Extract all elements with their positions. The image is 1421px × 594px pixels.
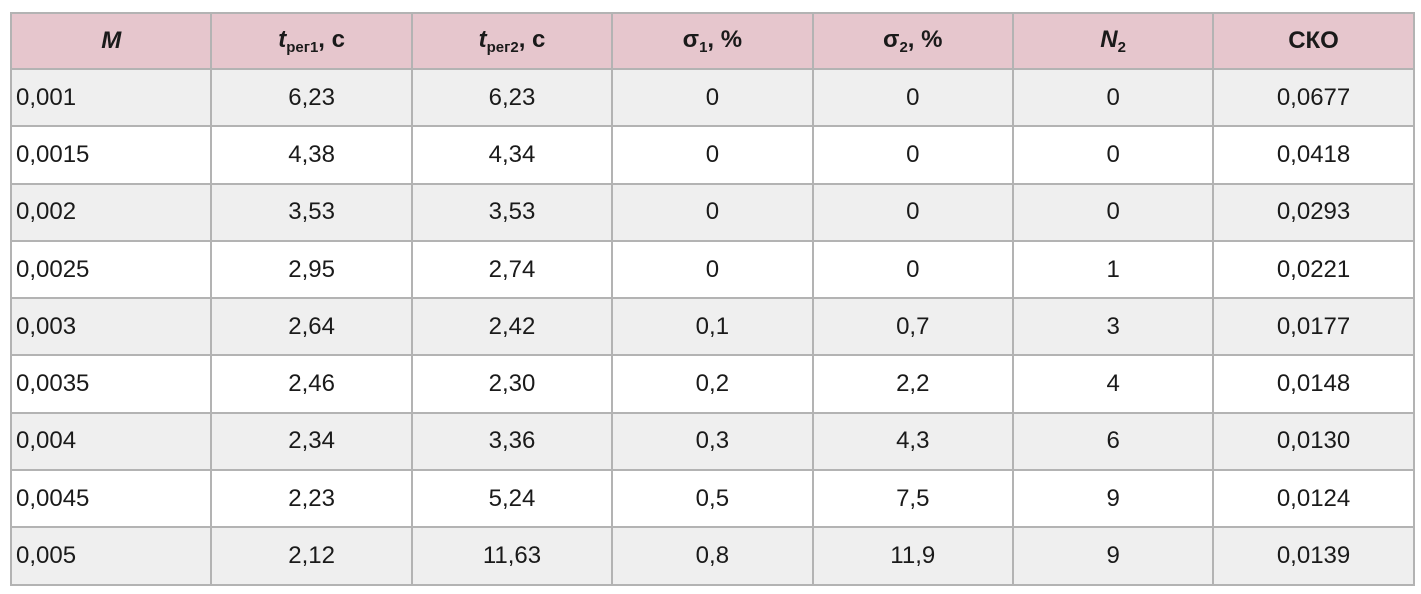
table-cell: 6,23 [210, 67, 413, 128]
table-cell: 0 [611, 125, 814, 185]
table-row: 0,0045 2,23 5,24 0,5 7,5 9 0,0124 [9, 469, 1415, 529]
table-cell: 2,74 [410, 239, 614, 300]
table-cell: 0,0045 [9, 469, 213, 529]
table-cell: 0,0025 [9, 239, 213, 300]
header-symbol: σ [682, 26, 700, 53]
header-subscript: рег2 [486, 39, 519, 56]
table-cell: 9 [1011, 526, 1215, 586]
table-cell: 0,0035 [9, 354, 213, 414]
table-cell: 0 [811, 182, 1014, 242]
header-cell: M [9, 12, 213, 70]
header-symbol: t [478, 26, 487, 53]
table-row: 0,001 6,23 6,23 0 0 0 0,0677 [9, 67, 1415, 128]
table-cell: 3,53 [410, 182, 614, 242]
header-cell: tрег1, с [210, 12, 413, 70]
table-cell: 0 [811, 67, 1014, 128]
table-row: 0,0015 4,38 4,34 0 0 0 0,0418 [9, 125, 1415, 185]
table-cell: 0,002 [9, 182, 213, 242]
table-cell: 0,0293 [1212, 182, 1415, 242]
table-cell: 0,0148 [1212, 354, 1415, 414]
table-cell: 0,004 [9, 411, 213, 472]
table-cell: 0,0418 [1212, 125, 1415, 185]
header-cell: σ1, % [611, 12, 814, 70]
table-row: 0,003 2,64 2,42 0,1 0,7 3 0,0177 [9, 297, 1415, 357]
table-cell: 2,23 [210, 469, 413, 529]
header-unit: , с [318, 26, 345, 53]
table-cell: 11,9 [811, 526, 1014, 586]
table-cell: 0 [1011, 182, 1215, 242]
table-cell: 0,0015 [9, 125, 213, 185]
header-unit: , % [707, 26, 743, 53]
table-cell: 2,95 [210, 239, 413, 300]
header-subscript: 1 [699, 39, 708, 56]
table-cell: 0,5 [611, 469, 814, 529]
table-row: 0,0025 2,95 2,74 0 0 1 0,0221 [9, 239, 1415, 300]
table-cell: 2,2 [811, 354, 1014, 414]
table-body: 0,001 6,23 6,23 0 0 0 0,0677 0,0015 4,38 4,34 0 0 0 0… [9, 67, 1415, 586]
table-cell: 2,42 [410, 297, 614, 357]
table-cell: 0,3 [611, 411, 814, 472]
table-cell: 0,0677 [1212, 67, 1415, 128]
table-row: 0,005 2,12 11,63 0,8 11,9 9 0,0139 [9, 526, 1415, 586]
table-cell: 0 [611, 239, 814, 300]
header-subscript: 2 [899, 39, 908, 56]
table-cell: 0,7 [811, 297, 1014, 357]
table-cell: 3,53 [210, 182, 413, 242]
table-cell: 3,36 [410, 411, 614, 472]
table-cell: 2,12 [210, 526, 413, 586]
table-cell: 7,5 [811, 469, 1014, 529]
header-symbol: N [1100, 26, 1118, 53]
header-cell: СКО [1212, 12, 1415, 70]
header-symbol: СКО [1288, 27, 1339, 54]
table-cell: 4,3 [811, 411, 1014, 472]
table-cell: 6 [1011, 411, 1215, 472]
header-subscript: рег1 [286, 39, 319, 56]
header-cell: σ2, % [811, 12, 1014, 70]
table-cell: 1 [1011, 239, 1215, 300]
table-cell: 0 [811, 125, 1014, 185]
table-cell: 0 [1011, 125, 1215, 185]
header-subscript: 2 [1117, 39, 1126, 56]
table-cell: 0,003 [9, 297, 213, 357]
table-cell: 2,46 [210, 354, 413, 414]
table-cell: 6,23 [410, 67, 614, 128]
table-cell: 0,2 [611, 354, 814, 414]
table-row: 0,0035 2,46 2,30 0,2 2,2 4 0,0148 [9, 354, 1415, 414]
table-cell: 3 [1011, 297, 1215, 357]
header-cell: N2 [1011, 12, 1215, 70]
table-cell: 0,005 [9, 526, 213, 586]
table-row: 0,004 2,34 3,36 0,3 4,3 6 0,0130 [9, 411, 1415, 472]
table-cell: 0 [611, 182, 814, 242]
table-row: 0,002 3,53 3,53 0 0 0 0,0293 [9, 182, 1415, 242]
header-unit: , % [907, 26, 943, 53]
table-cell: 11,63 [410, 526, 614, 586]
header-unit: , с [518, 26, 546, 53]
table-cell: 2,64 [210, 297, 413, 357]
header-symbol: M [101, 27, 122, 54]
table-cell: 0 [811, 239, 1014, 300]
table-cell: 0 [1011, 67, 1215, 128]
table-cell: 0,1 [611, 297, 814, 357]
table-cell: 4,38 [210, 125, 413, 185]
table-cell: 4 [1011, 354, 1215, 414]
table-cell: 4,34 [410, 125, 614, 185]
table-cell: 2,30 [410, 354, 614, 414]
table-cell: 0,8 [611, 526, 814, 586]
table-cell: 2,34 [210, 411, 413, 472]
table-cell: 5,24 [410, 469, 614, 529]
table-cell: 0,0177 [1212, 297, 1415, 357]
table-cell: 0,001 [9, 67, 213, 128]
table-cell: 0 [611, 67, 814, 128]
table-cell: 0,0124 [1212, 469, 1415, 529]
header-symbol: t [278, 26, 287, 53]
table-cell: 9 [1011, 469, 1215, 529]
header-cell: tрег2, с [410, 12, 614, 70]
table-cell: 0,0130 [1212, 411, 1415, 472]
table-cell: 0,0139 [1212, 526, 1415, 586]
table-cell: 0,0221 [1212, 239, 1415, 300]
header-symbol: σ [883, 26, 900, 53]
